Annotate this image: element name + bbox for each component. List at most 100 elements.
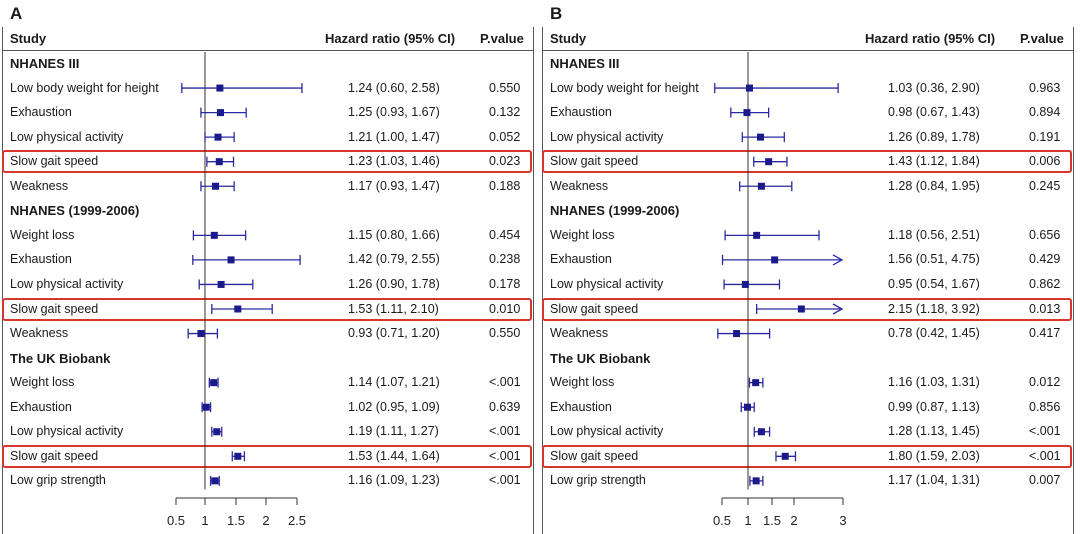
row-label: Weakness <box>10 178 69 193</box>
study-row: Slow gait speed 1.43 (1.12, 1.84) 0.006 <box>540 150 1080 174</box>
hazard-ratio-value: 1.17 (0.93, 1.47) <box>348 178 440 193</box>
estimate-marker <box>757 428 765 436</box>
p-value: 0.417 <box>1029 326 1061 341</box>
estimate-marker <box>197 330 205 338</box>
x-tick-label: 0.5 <box>167 513 185 528</box>
hazard-ratio-value: 1.43 (1.12, 1.84) <box>888 154 980 169</box>
study-row: Weight loss 1.16 (1.03, 1.31) 0.012 <box>540 371 1080 395</box>
hazard-ratio-value: 1.03 (0.36, 2.90) <box>888 80 980 95</box>
p-value: 0.188 <box>489 178 521 193</box>
panel-frame <box>542 27 1074 534</box>
p-value: <.001 <box>489 424 521 439</box>
estimate-marker <box>765 158 773 166</box>
ci-arrow <box>832 303 844 315</box>
group-row: The UK Biobank <box>0 347 540 371</box>
study-row: Weight loss 1.15 (0.80, 1.66) 0.454 <box>0 224 540 248</box>
row-label: Weight loss <box>10 375 75 390</box>
p-value-header: P.value <box>1020 31 1064 46</box>
highlight-box <box>2 150 532 174</box>
estimate-marker <box>210 231 218 239</box>
study-row: Low grip strength 1.16 (1.09, 1.23) <.001 <box>0 469 540 493</box>
hazard-ratio-value: 1.17 (1.04, 1.31) <box>888 473 980 488</box>
p-value: <.001 <box>489 473 521 488</box>
study-row: Slow gait speed 1.53 (1.44, 1.64) <.001 <box>0 444 540 469</box>
p-value: 0.012 <box>1029 375 1061 390</box>
study-row: Weakness 1.28 (0.84, 1.95) 0.245 <box>540 175 1080 199</box>
x-tick-label: 1 <box>744 513 751 528</box>
panel-frame <box>2 27 534 534</box>
p-value: 0.550 <box>489 80 521 95</box>
hazard-ratio-value: 1.28 (0.84, 1.95) <box>888 178 980 193</box>
p-value: 0.238 <box>489 252 521 267</box>
row-label: Low physical activity <box>550 276 664 291</box>
row-label: Exhaustion <box>550 399 612 414</box>
estimate-marker <box>216 84 224 92</box>
estimate-marker <box>797 305 805 313</box>
estimate-marker <box>752 477 760 485</box>
forest-panel-a: A Study Hazard ratio (95% CI) P.value NH… <box>0 4 540 534</box>
p-value: 0.023 <box>489 154 521 169</box>
study-row: Weight loss 1.18 (0.56, 2.51) 0.656 <box>540 224 1080 248</box>
estimate-marker <box>771 256 779 264</box>
hazard-ratio-value: 0.93 (0.71, 1.20) <box>348 326 440 341</box>
row-label: Weakness <box>10 326 69 341</box>
hazard-ratio-value: 1.16 (1.09, 1.23) <box>348 473 440 488</box>
highlight-box <box>542 444 1072 468</box>
forest-plot: 0.5 1 1.5 2 2.5 <box>167 52 306 528</box>
hazard-ratio-value: 1.16 (1.03, 1.31) <box>888 375 980 390</box>
study-row: Slow gait speed 2.15 (1.18, 3.92) 0.013 <box>540 297 1080 322</box>
p-value: 0.894 <box>1029 105 1061 120</box>
p-value: <.001 <box>1029 448 1061 463</box>
row-label: Low physical activity <box>550 129 664 144</box>
group-row: NHANES (1999-2006) <box>540 199 1080 223</box>
row-label: Low body weight for height <box>10 80 159 95</box>
study-row: Weakness 1.17 (0.93, 1.47) 0.188 <box>0 175 540 199</box>
hazard-ratio-value: 1.56 (0.51, 4.75) <box>888 252 980 267</box>
study-row: Slow gait speed 1.80 (1.59, 2.03) <.001 <box>540 444 1080 469</box>
x-tick-label: 2.5 <box>288 513 306 528</box>
row-label: Weakness <box>550 326 609 341</box>
hazard-ratio-value: 1.18 (0.56, 2.51) <box>888 227 980 242</box>
hazard-ratio-value: 1.80 (1.59, 2.03) <box>888 448 980 463</box>
estimate-marker <box>217 280 225 288</box>
row-label: Weight loss <box>550 375 615 390</box>
hazard-ratio-value: 1.26 (0.90, 1.78) <box>348 276 440 291</box>
estimate-marker <box>781 452 789 460</box>
study-row: Weight loss 1.14 (1.07, 1.21) <.001 <box>0 371 540 395</box>
hazard-ratio-value: 1.14 (1.07, 1.21) <box>348 375 440 390</box>
study-row: Low physical activity 1.26 (0.90, 1.78) 0.… <box>0 273 540 297</box>
p-value: 0.862 <box>1029 276 1061 291</box>
hazard-ratio-value: 1.25 (0.93, 1.67) <box>348 105 440 120</box>
study-row: Exhaustion 1.02 (0.95, 1.09) 0.639 <box>0 396 540 420</box>
highlight-box <box>2 444 532 468</box>
hazard-ratio-value: 1.53 (1.44, 1.64) <box>348 448 440 463</box>
row-label: Weight loss <box>10 227 75 242</box>
estimate-marker <box>743 403 751 411</box>
p-value: 0.963 <box>1029 80 1061 95</box>
p-value: 0.178 <box>489 276 521 291</box>
group-row: NHANES (1999-2006) <box>0 199 540 223</box>
row-label: Exhaustion <box>10 399 72 414</box>
row-label: Exhaustion <box>550 105 612 120</box>
group-label: NHANES III <box>10 56 80 71</box>
p-value-header: P.value <box>480 31 524 46</box>
x-tick-label: 1.5 <box>763 513 781 528</box>
p-value: 0.245 <box>1029 178 1061 193</box>
ci-arrow <box>832 254 844 266</box>
p-value: <.001 <box>1029 424 1061 439</box>
group-label: NHANES (1999-2006) <box>550 203 680 219</box>
hazard-ratio-value: 1.15 (0.80, 1.66) <box>348 227 440 242</box>
estimate-marker <box>211 477 219 485</box>
hazard-ratio-value: 1.28 (1.13, 1.45) <box>888 424 980 439</box>
forest-plot: 0.5 1 1.5 2 3 <box>713 52 847 528</box>
estimate-marker <box>213 428 221 436</box>
hazard-ratio-value: 1.23 (1.03, 1.46) <box>348 154 440 169</box>
row-label: Low physical activity <box>550 424 664 439</box>
p-value: 0.454 <box>489 227 521 242</box>
group-label: NHANES III <box>550 56 620 71</box>
estimate-marker <box>743 109 751 117</box>
study-row: Exhaustion 0.98 (0.67, 1.43) 0.894 <box>540 101 1080 125</box>
row-label: Slow gait speed <box>10 301 99 316</box>
study-row: Weakness 0.93 (0.71, 1.20) 0.550 <box>0 322 540 346</box>
estimate-marker <box>757 182 765 190</box>
